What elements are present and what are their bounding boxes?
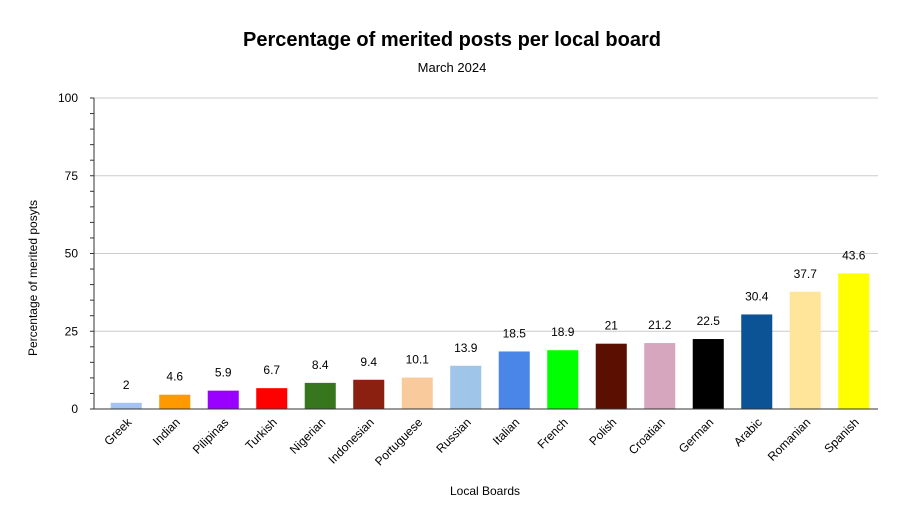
bar-italian: [498, 351, 530, 409]
data-label: 21: [605, 319, 619, 333]
data-labels: 2 4.6 5.9 6.7 8.4 9.4 10.1 13.9 18.5 18.9 21 21.2 22…: [123, 248, 866, 391]
axes: [90, 97, 878, 410]
x-tick-label: Spanish: [821, 415, 862, 456]
bar-german: [692, 339, 724, 409]
x-tick-label: Italian: [490, 415, 523, 448]
bar-pilipinas: [207, 390, 239, 409]
data-label: 10.1: [406, 353, 430, 367]
bar-croatian: [644, 343, 676, 409]
bar-turkish: [256, 388, 288, 409]
bar-spanish: [838, 273, 870, 409]
x-tick-label: Russian: [433, 415, 474, 456]
bar-nigerian: [304, 382, 336, 409]
x-tick-label: Indonesian: [325, 415, 376, 466]
data-label: 2: [123, 378, 130, 392]
x-tick-label: Greek: [101, 415, 135, 449]
y-tick-label: 75: [65, 169, 79, 183]
y-axis-label: Percentage of merited posyts: [26, 200, 40, 356]
tick-labels: 0 25 50 75 100 Greek Indian Pilipinas Turkish Nig…: [58, 91, 862, 469]
bars: [110, 273, 870, 409]
data-label: 37.7: [794, 267, 818, 281]
data-label: 18.5: [503, 326, 527, 340]
y-tick-label: 50: [65, 247, 79, 261]
x-tick-label: Arabic: [731, 415, 765, 449]
bar-romanian: [789, 291, 821, 409]
bar-russian: [450, 365, 482, 409]
x-tick-label: French: [535, 415, 571, 451]
y-tick-label: 0: [71, 402, 78, 416]
data-label: 30.4: [745, 289, 769, 303]
data-label: 43.6: [842, 248, 866, 262]
data-label: 22.5: [697, 314, 721, 328]
bar-french: [547, 350, 579, 409]
bar-portuguese: [401, 377, 433, 409]
x-tick-label: Romanian: [765, 415, 814, 464]
x-tick-label: Indian: [150, 415, 183, 448]
data-label: 6.7: [263, 363, 280, 377]
data-label: 21.2: [648, 318, 672, 332]
bar-greek: [110, 402, 142, 409]
bar-polish: [595, 343, 627, 409]
data-label: 5.9: [215, 366, 232, 380]
chart-title: Percentage of merited posts per local bo…: [243, 29, 661, 51]
chart-subtitle: March 2024: [418, 60, 487, 75]
data-label: 9.4: [360, 355, 377, 369]
y-tick-label: 100: [58, 91, 78, 105]
x-tick-label: Polish: [586, 415, 619, 448]
data-label: 4.6: [166, 370, 183, 384]
x-tick-label: Nigerian: [287, 415, 329, 457]
bar-indian: [159, 394, 191, 409]
bar-indonesian: [353, 379, 385, 409]
data-label: 18.9: [551, 325, 575, 339]
data-label: 13.9: [454, 341, 478, 355]
x-tick-label: Portuguese: [372, 415, 426, 469]
x-axis-label: Local Boards: [450, 484, 520, 498]
y-tick-label: 25: [65, 324, 79, 338]
x-tick-label: Turkish: [242, 415, 279, 452]
x-tick-label: German: [676, 415, 717, 456]
data-label: 8.4: [312, 358, 329, 372]
x-tick-label: Croatian: [626, 415, 668, 457]
bar-arabic: [741, 314, 773, 409]
x-tick-label: Pilipinas: [190, 415, 232, 457]
